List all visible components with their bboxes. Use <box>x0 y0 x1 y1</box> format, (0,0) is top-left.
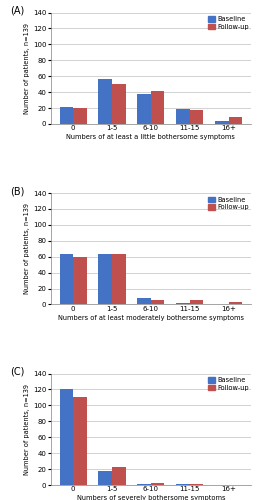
Bar <box>215 121 228 124</box>
X-axis label: Numbers of at least a little bothersome symptoms: Numbers of at least a little bothersome … <box>66 134 235 140</box>
Bar <box>190 484 203 485</box>
Bar <box>60 390 73 485</box>
Bar <box>112 84 126 124</box>
Bar <box>151 482 164 485</box>
X-axis label: Numbers of at least moderately bothersome symptoms: Numbers of at least moderately bothersom… <box>58 314 244 320</box>
Bar <box>112 466 126 485</box>
Legend: Baseline, Follow-up: Baseline, Follow-up <box>207 14 250 31</box>
Bar <box>60 254 73 304</box>
Y-axis label: Number of patients, n=139: Number of patients, n=139 <box>24 384 30 475</box>
X-axis label: Numbers of severely bothersome symptoms: Numbers of severely bothersome symptoms <box>77 495 225 500</box>
Text: (B): (B) <box>10 186 25 196</box>
Bar <box>151 92 164 124</box>
Bar <box>151 300 164 304</box>
Bar <box>73 256 87 304</box>
Bar <box>98 78 112 124</box>
Bar <box>176 303 190 304</box>
Bar <box>73 108 87 124</box>
Bar <box>137 484 151 485</box>
Bar <box>228 302 242 304</box>
Legend: Baseline, Follow-up: Baseline, Follow-up <box>207 376 250 392</box>
Bar <box>137 298 151 304</box>
Bar <box>98 472 112 485</box>
Bar <box>112 254 126 304</box>
Bar <box>190 110 203 124</box>
Bar <box>176 109 190 124</box>
Bar <box>190 300 203 304</box>
Bar <box>73 396 87 485</box>
Y-axis label: Number of patients, n=139: Number of patients, n=139 <box>24 203 30 294</box>
Bar <box>176 484 190 485</box>
Bar <box>137 94 151 124</box>
Y-axis label: Number of patients, n=139: Number of patients, n=139 <box>24 22 30 114</box>
Text: (A): (A) <box>10 6 25 16</box>
Bar <box>98 254 112 304</box>
Text: (C): (C) <box>10 367 25 377</box>
Bar <box>60 107 73 124</box>
Legend: Baseline, Follow-up: Baseline, Follow-up <box>207 195 250 212</box>
Bar <box>228 117 242 124</box>
